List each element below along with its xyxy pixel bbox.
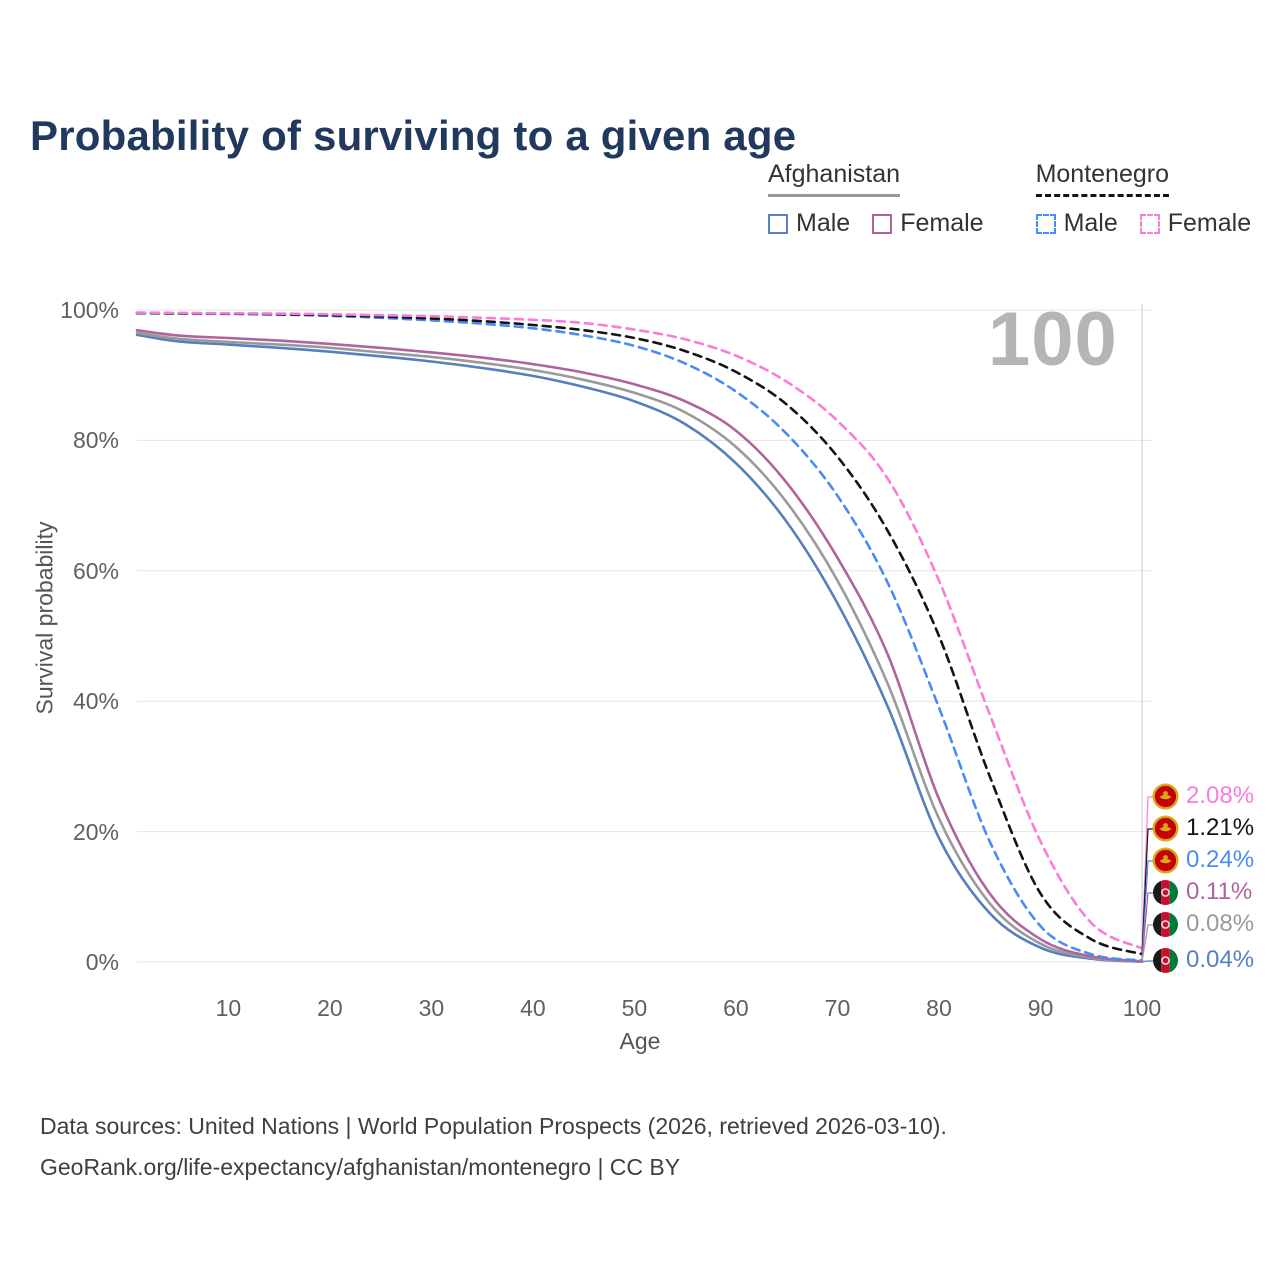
legend-item-label: Male [796,209,851,237]
end-label-afghanistan-female: 0.11% [1152,878,1252,906]
x-tick-10: 10 [215,995,242,1021]
end-label-montenegro-both-sexes: 1.21% [1152,814,1254,842]
montenegro-male-swatch-icon [1035,213,1056,234]
end-label-montenegro-female: 2.08% [1152,782,1254,810]
y-tick-100%: 100% [60,297,119,323]
montenegro-flag-icon [1152,782,1179,810]
footer: Data sources: United Nations | World Pop… [40,1106,947,1188]
x-tick-80: 80 [926,995,952,1021]
footer-link: GeoRank.org/life-expectancy/afghanistan/… [40,1154,681,1180]
hover-age-watermark: 100 [988,297,1118,382]
y-tick-80%: 80% [72,427,119,454]
end-label-leader-afghanistan-both-sexes [1141,924,1155,962]
y-tick-0%: 0% [85,949,119,975]
x-tick-50: 50 [621,995,648,1021]
y-tick-60%: 60% [72,557,119,584]
end-label-value: 2.08% [1186,782,1255,809]
end-label-afghanistan-both-sexes: 0.08% [1152,910,1254,938]
x-tick-40: 40 [520,995,546,1021]
end-label-value: 0.24% [1186,846,1255,873]
x-tick-100: 100 [1122,995,1162,1021]
y-tick-40%: 40% [72,688,119,715]
legend-group-afghanistan: Afghanistan Male Female [768,160,984,238]
x-tick-20: 20 [317,995,343,1021]
afghanistan-female-swatch-icon [872,213,893,234]
end-label-leader-afghanistan-male [1141,960,1155,963]
x-tick-70: 70 [824,995,851,1021]
end-label-value: 0.04% [1186,946,1255,973]
series-line-montenegro-female [135,311,1144,950]
end-label-afghanistan-male: 0.04% [1152,946,1254,974]
montenegro-female-swatch-icon [1139,213,1160,234]
y-axis-title: Survival probability [31,521,58,715]
x-tick-30: 30 [418,995,445,1021]
legend-item-montenegro-male[interactable]: Male [1035,209,1118,238]
legend-item-label: Female [900,209,984,237]
x-tick-90: 90 [1027,995,1054,1021]
series-line-montenegro-male [135,312,1144,962]
series-line-afghanistan-male [135,333,1144,963]
end-label-value: 0.11% [1186,878,1253,905]
x-axis-title: Age [619,1028,661,1054]
afghanistan-flag-icon [1152,947,1179,974]
legend-items-afghanistan: Male Female [768,209,984,238]
footer-sources: Data sources: United Nations | World Pop… [40,1113,947,1139]
montenegro-flag-icon [1152,846,1179,874]
end-label-value: 1.21% [1186,814,1255,841]
afghanistan-flag-icon [1152,911,1179,938]
legend: Afghanistan Male Female Montenegro Male [768,160,1251,238]
end-label-value: 0.08% [1186,910,1255,937]
series-line-afghanistan-female [135,328,1144,963]
legend-item-label: Male [1063,209,1118,237]
legend-item-afghanistan-female[interactable]: Female [872,209,984,238]
montenegro-flag-icon [1152,814,1179,842]
legend-group-montenegro: Montenegro Male Female [1035,160,1252,238]
series-line-montenegro-both-sexes [135,311,1144,956]
afghanistan-flag-icon [1152,879,1179,906]
afghanistan-male-swatch-icon [768,213,788,234]
legend-item-montenegro-female[interactable]: Female [1139,209,1252,238]
series-line-afghanistan-both-sexes [135,331,1144,963]
end-label-montenegro-male: 0.24% [1152,846,1254,874]
legend-items-montenegro: Male Female [1035,209,1252,238]
y-tick-20%: 20% [72,818,119,845]
legend-item-afghanistan-male[interactable]: Male [768,209,850,238]
legend-group-label-montenegro: Montenegro [1035,160,1169,197]
legend-item-label: Female [1167,209,1252,237]
chart-title: Probability of surviving to a given age [30,112,797,160]
x-tick-60: 60 [723,995,749,1021]
end-label-leader-afghanistan-female [1141,892,1155,962]
legend-group-label-afghanistan: Afghanistan [768,160,901,197]
